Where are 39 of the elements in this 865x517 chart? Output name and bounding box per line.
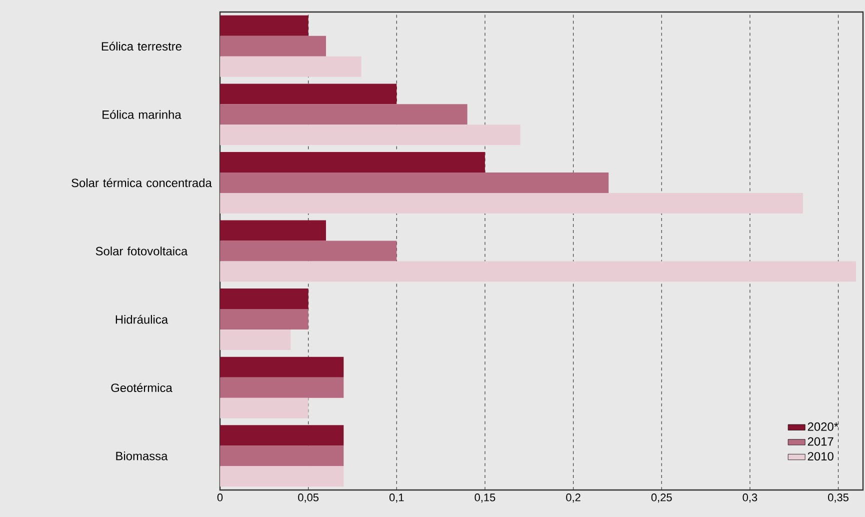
y-tick-label: Biomassa bbox=[116, 451, 168, 460]
y-tick-label: Solar térmica concentrada bbox=[72, 178, 212, 188]
bar bbox=[220, 104, 468, 125]
bar bbox=[220, 124, 520, 146]
bar bbox=[220, 446, 344, 466]
legend-label: 2017 bbox=[808, 437, 834, 446]
x-tick-label: 0,2 bbox=[566, 494, 580, 503]
x-tick-label: 0,1 bbox=[389, 494, 404, 503]
bar bbox=[220, 309, 308, 330]
bar bbox=[220, 56, 362, 77]
y-tick-label: Eólica marinha bbox=[102, 110, 182, 119]
x-tick-label: 0,3 bbox=[742, 494, 758, 503]
bar bbox=[220, 466, 344, 487]
y-tick-label: Hidráulica bbox=[116, 314, 168, 324]
y-tick-label: Eólica terrestre bbox=[102, 42, 182, 51]
legend-label: 2020* bbox=[808, 422, 838, 431]
bar bbox=[220, 425, 344, 446]
bar bbox=[220, 84, 397, 104]
bar bbox=[220, 240, 397, 262]
bar bbox=[220, 15, 308, 36]
y-tick-label: Solar fotovoltaica bbox=[96, 246, 188, 256]
legend-label: 2010 bbox=[808, 452, 834, 461]
bar bbox=[220, 192, 803, 214]
bar bbox=[220, 36, 326, 56]
bar bbox=[220, 261, 856, 282]
bar bbox=[220, 330, 291, 350]
x-tick-label: 0,35 bbox=[828, 494, 848, 503]
x-tick-label: 0 bbox=[217, 494, 223, 502]
bar bbox=[220, 377, 344, 398]
x-tick-label: 0,15 bbox=[474, 494, 496, 503]
bar bbox=[220, 172, 609, 193]
x-tick-label: 0,05 bbox=[298, 494, 319, 503]
bar bbox=[220, 356, 344, 378]
bar bbox=[220, 220, 326, 241]
bar bbox=[220, 398, 308, 418]
bar bbox=[220, 288, 308, 310]
bar bbox=[220, 152, 485, 172]
x-tick-label: 0,25 bbox=[651, 494, 672, 503]
y-tick-label: Geotérmica bbox=[111, 383, 172, 392]
